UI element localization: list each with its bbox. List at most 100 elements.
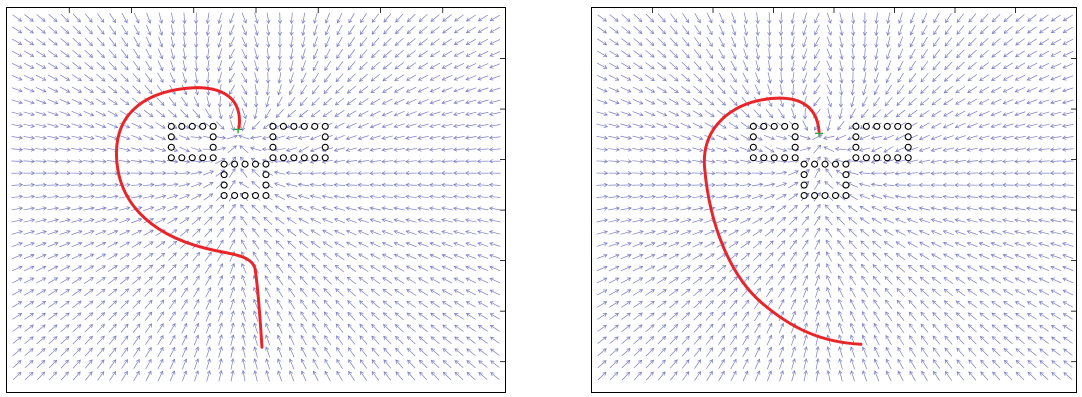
field-arrow-head (721, 288, 726, 293)
field-arrow-head (42, 241, 47, 246)
field-arrow-head (816, 262, 820, 268)
field-arrow-head (124, 335, 129, 340)
field-arrow (289, 347, 295, 358)
field-arrow-head (907, 229, 912, 234)
field-arrow (36, 50, 46, 58)
field-arrow (897, 347, 904, 358)
field-arrow (277, 323, 283, 334)
field-arrow-head (324, 54, 329, 60)
field-arrow (370, 110, 381, 117)
field-arrow-head (441, 65, 447, 69)
field-arrow (382, 253, 393, 260)
field-arrow (382, 207, 393, 211)
field-arrow-head (383, 18, 388, 23)
field-arrow-head (882, 182, 887, 187)
field-arrow-head (138, 206, 143, 211)
field-arrow-head (870, 182, 875, 187)
field-arrow (465, 266, 477, 272)
field-arrow-head (185, 124, 190, 129)
field-arrow-head (64, 371, 69, 376)
field-arrow-head (196, 216, 202, 222)
field-arrow (861, 109, 869, 118)
field-arrow (1062, 148, 1074, 151)
field-arrow (406, 50, 416, 58)
field-arrow-head (452, 194, 458, 199)
field-arrow-head (454, 348, 459, 353)
obstacle-circle (167, 133, 175, 141)
field-arrow (394, 289, 405, 296)
field-arrow (454, 277, 465, 284)
field-arrow (228, 168, 236, 178)
field-arrow-head (477, 64, 482, 69)
field-arrow-head (300, 334, 305, 340)
field-arrow-head (381, 182, 386, 188)
field-arrow-head (334, 124, 339, 129)
field-arrow-head (101, 253, 107, 258)
field-arrow-head (1051, 348, 1056, 353)
field-arrow (656, 86, 667, 93)
field-arrow-head (112, 42, 117, 47)
field-arrow (871, 135, 883, 139)
field-arrow-head (441, 182, 446, 188)
field-arrow (644, 230, 656, 235)
field-arrow (394, 98, 405, 105)
field-arrow (71, 111, 82, 116)
field-arrow (656, 123, 668, 128)
field-arrow (1002, 242, 1014, 247)
field-arrow-head (932, 54, 937, 59)
field-arrow (59, 111, 71, 116)
field-arrow-head (662, 265, 668, 270)
field-arrow (228, 204, 236, 214)
field-arrow-head (814, 54, 818, 60)
field-arrow (241, 48, 247, 59)
field-arrow (430, 265, 441, 272)
field-arrow (83, 123, 94, 128)
field-arrow-head (298, 113, 304, 118)
field-arrow (382, 135, 393, 140)
field-arrow-head (650, 30, 655, 35)
field-arrow-head (77, 335, 82, 341)
field-arrow (291, 12, 293, 24)
field-arrow-head (781, 240, 786, 245)
field-arrow (850, 346, 856, 358)
field-arrow-head (674, 112, 680, 117)
field-arrow (95, 207, 107, 211)
field-arrow-head (722, 241, 727, 246)
field-arrow-head (1038, 135, 1043, 140)
field-arrow-head (250, 157, 256, 162)
field-arrow (454, 50, 465, 57)
field-arrow (71, 219, 83, 223)
field-arrow (802, 84, 808, 95)
field-arrow-head (781, 216, 787, 222)
field-arrow-head (862, 67, 867, 72)
field-arrow (814, 168, 820, 179)
field-arrow-head (650, 88, 656, 93)
field-arrow-head (978, 100, 984, 105)
field-arrow (932, 312, 941, 321)
field-arrow (824, 157, 834, 166)
field-arrow (728, 229, 739, 236)
field-arrow-head (639, 147, 644, 152)
field-arrow-head (1061, 194, 1067, 199)
field-arrow-head (124, 358, 129, 364)
field-arrow-head (41, 312, 46, 317)
field-arrow (792, 72, 795, 84)
field-arrow (382, 277, 393, 284)
field-arrow-head (453, 123, 458, 128)
field-arrow-head (88, 42, 93, 47)
field-arrow (933, 25, 940, 35)
field-arrow-head (649, 18, 655, 23)
field-arrow (47, 62, 58, 69)
field-arrow-head (430, 41, 435, 46)
field-arrow (849, 287, 856, 298)
field-arrow-head (229, 19, 234, 24)
field-arrow (348, 49, 356, 59)
field-arrow (453, 231, 465, 235)
field-arrow (442, 266, 453, 272)
field-arrow (681, 61, 690, 70)
field-arrow-head (685, 347, 690, 352)
field-arrow-head (828, 55, 832, 60)
field-arrow (884, 241, 894, 249)
field-arrow-head (476, 170, 481, 176)
field-arrow-head (686, 77, 691, 82)
